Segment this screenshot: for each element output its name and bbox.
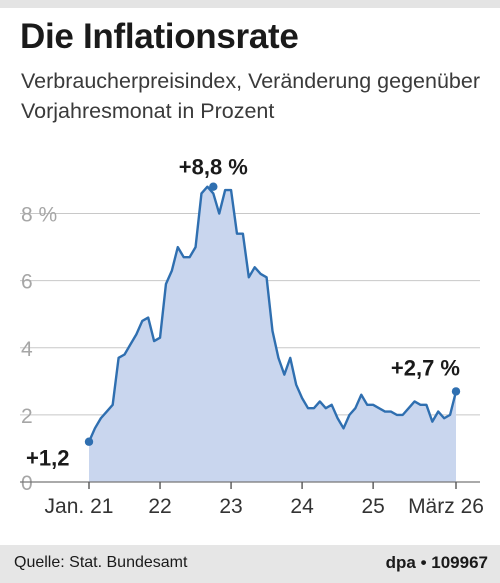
y-tick-label: 8 % (21, 204, 57, 227)
x-tick-label: Jan. 21 (45, 495, 114, 518)
top-bar (0, 0, 500, 8)
annotation-label: +1,2 (26, 446, 69, 471)
y-tick-label: 4 (21, 338, 33, 361)
x-tick-label: 25 (361, 495, 384, 518)
source-text: Quelle: Stat. Bundesamt (14, 554, 188, 571)
annotation-label: +2,7 % (391, 355, 460, 380)
y-tick-label: 2 (21, 405, 33, 428)
x-tick-label: 23 (219, 495, 242, 518)
credit-text: dpa • 109967 (385, 553, 488, 572)
y-tick-label: 6 (21, 271, 33, 294)
x-tick-label: März 26 (408, 495, 484, 518)
annotation-marker (451, 387, 461, 396)
chart-subtitle: Verbraucherpreisindex, Veränderung gegen… (21, 69, 480, 123)
series-line (87, 185, 458, 443)
x-tick-label: 22 (148, 495, 171, 518)
x-tick-label: 24 (290, 495, 314, 518)
annotation-marker (209, 182, 218, 191)
annotation-marker (84, 437, 94, 446)
annotation-label: +8,8 % (179, 155, 248, 180)
footer: Quelle: Stat. Bundesamt dpa • 109967 (0, 545, 500, 583)
y-tick-label: 0 (21, 472, 33, 495)
chart-title: Die Inflationsrate (20, 17, 299, 56)
